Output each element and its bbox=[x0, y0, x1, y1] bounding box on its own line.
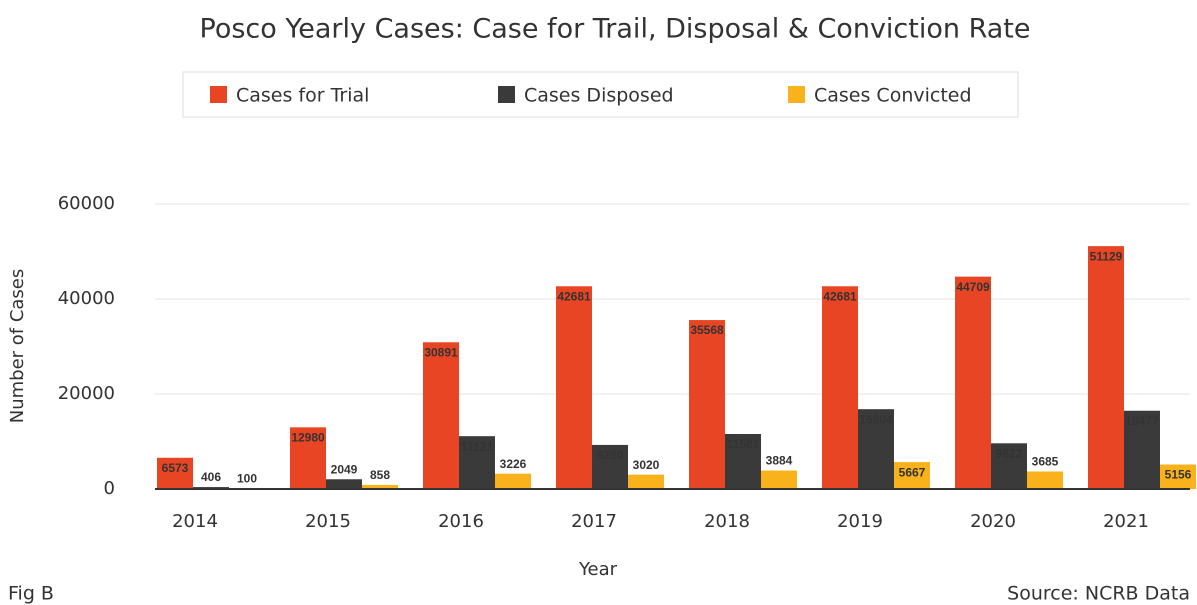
bar bbox=[1088, 246, 1124, 489]
legend-box bbox=[182, 71, 1019, 118]
x-tick-label: 2014 bbox=[172, 511, 218, 532]
bar bbox=[955, 276, 991, 489]
x-tick-label: 2017 bbox=[571, 511, 617, 532]
data-label: 12980 bbox=[291, 431, 325, 445]
fig-label: Fig B bbox=[8, 583, 54, 605]
legend-label: Cases Disposed bbox=[524, 85, 674, 107]
y-tick-label: 0 bbox=[104, 478, 115, 499]
bar bbox=[157, 457, 193, 489]
x-tick-label: 2018 bbox=[704, 511, 750, 532]
data-label: 42681 bbox=[823, 289, 857, 303]
legend-label: Cases for Trial bbox=[236, 85, 369, 107]
bar bbox=[592, 444, 628, 489]
bar bbox=[326, 479, 362, 489]
data-label: 35568 bbox=[690, 323, 724, 337]
legend-swatch bbox=[788, 86, 805, 103]
bar bbox=[858, 409, 894, 489]
bar bbox=[628, 474, 664, 489]
x-tick-label: 2020 bbox=[970, 511, 1016, 532]
x-tick-label: 2015 bbox=[305, 511, 351, 532]
bar bbox=[290, 427, 326, 489]
data-label: 2049 bbox=[331, 462, 358, 476]
bar bbox=[1027, 471, 1063, 489]
y-tick-label: 60000 bbox=[58, 193, 115, 214]
data-label: 44709 bbox=[956, 280, 990, 294]
bar bbox=[991, 443, 1027, 489]
legend-swatch bbox=[498, 86, 515, 103]
data-label: 3226 bbox=[500, 457, 527, 471]
chart-title: Posco Yearly Cases: Case for Trail, Disp… bbox=[200, 14, 1031, 45]
bar bbox=[822, 286, 858, 489]
legend-swatch bbox=[210, 86, 227, 103]
data-label: 16477 bbox=[1125, 414, 1159, 428]
data-label: 51129 bbox=[1090, 249, 1123, 263]
y-tick-label: 40000 bbox=[58, 288, 115, 309]
x-tick-label: 2019 bbox=[837, 511, 883, 532]
x-tick-label: 2021 bbox=[1103, 511, 1149, 532]
bar bbox=[459, 436, 495, 489]
source: Source: NCRB Data bbox=[1007, 583, 1190, 605]
data-label: 16804 bbox=[859, 412, 893, 426]
x-axis-label: Year bbox=[578, 559, 618, 580]
bar bbox=[894, 462, 930, 489]
data-label: 11581 bbox=[727, 437, 760, 451]
bar bbox=[423, 342, 459, 489]
data-label: 30891 bbox=[424, 345, 458, 359]
bar bbox=[1124, 410, 1160, 489]
bar bbox=[362, 484, 398, 489]
data-label: 9622 bbox=[996, 446, 1023, 460]
data-label: 5667 bbox=[899, 465, 926, 479]
data-label: 3020 bbox=[633, 458, 660, 472]
data-label: 42681 bbox=[557, 289, 591, 303]
y-tick-label: 20000 bbox=[58, 383, 115, 404]
data-label: 6573 bbox=[162, 461, 189, 475]
bar bbox=[761, 470, 797, 489]
data-label: 406 bbox=[201, 470, 221, 484]
data-label: 100 bbox=[237, 472, 257, 486]
data-label: 3884 bbox=[766, 454, 793, 468]
bar bbox=[689, 320, 725, 489]
data-label: 858 bbox=[370, 468, 390, 482]
legend-label: Cases Convicted bbox=[814, 85, 972, 107]
x-tick-label: 2016 bbox=[438, 511, 484, 532]
bar bbox=[725, 433, 761, 489]
bar bbox=[495, 473, 531, 489]
data-label: 3685 bbox=[1032, 455, 1059, 469]
bar bbox=[1160, 464, 1196, 489]
data-label: 5156 bbox=[1165, 468, 1192, 482]
data-label: 11121 bbox=[461, 439, 493, 453]
y-axis-label: Number of Cases bbox=[7, 269, 28, 424]
data-label: 9280 bbox=[597, 448, 624, 462]
bar bbox=[556, 286, 592, 489]
